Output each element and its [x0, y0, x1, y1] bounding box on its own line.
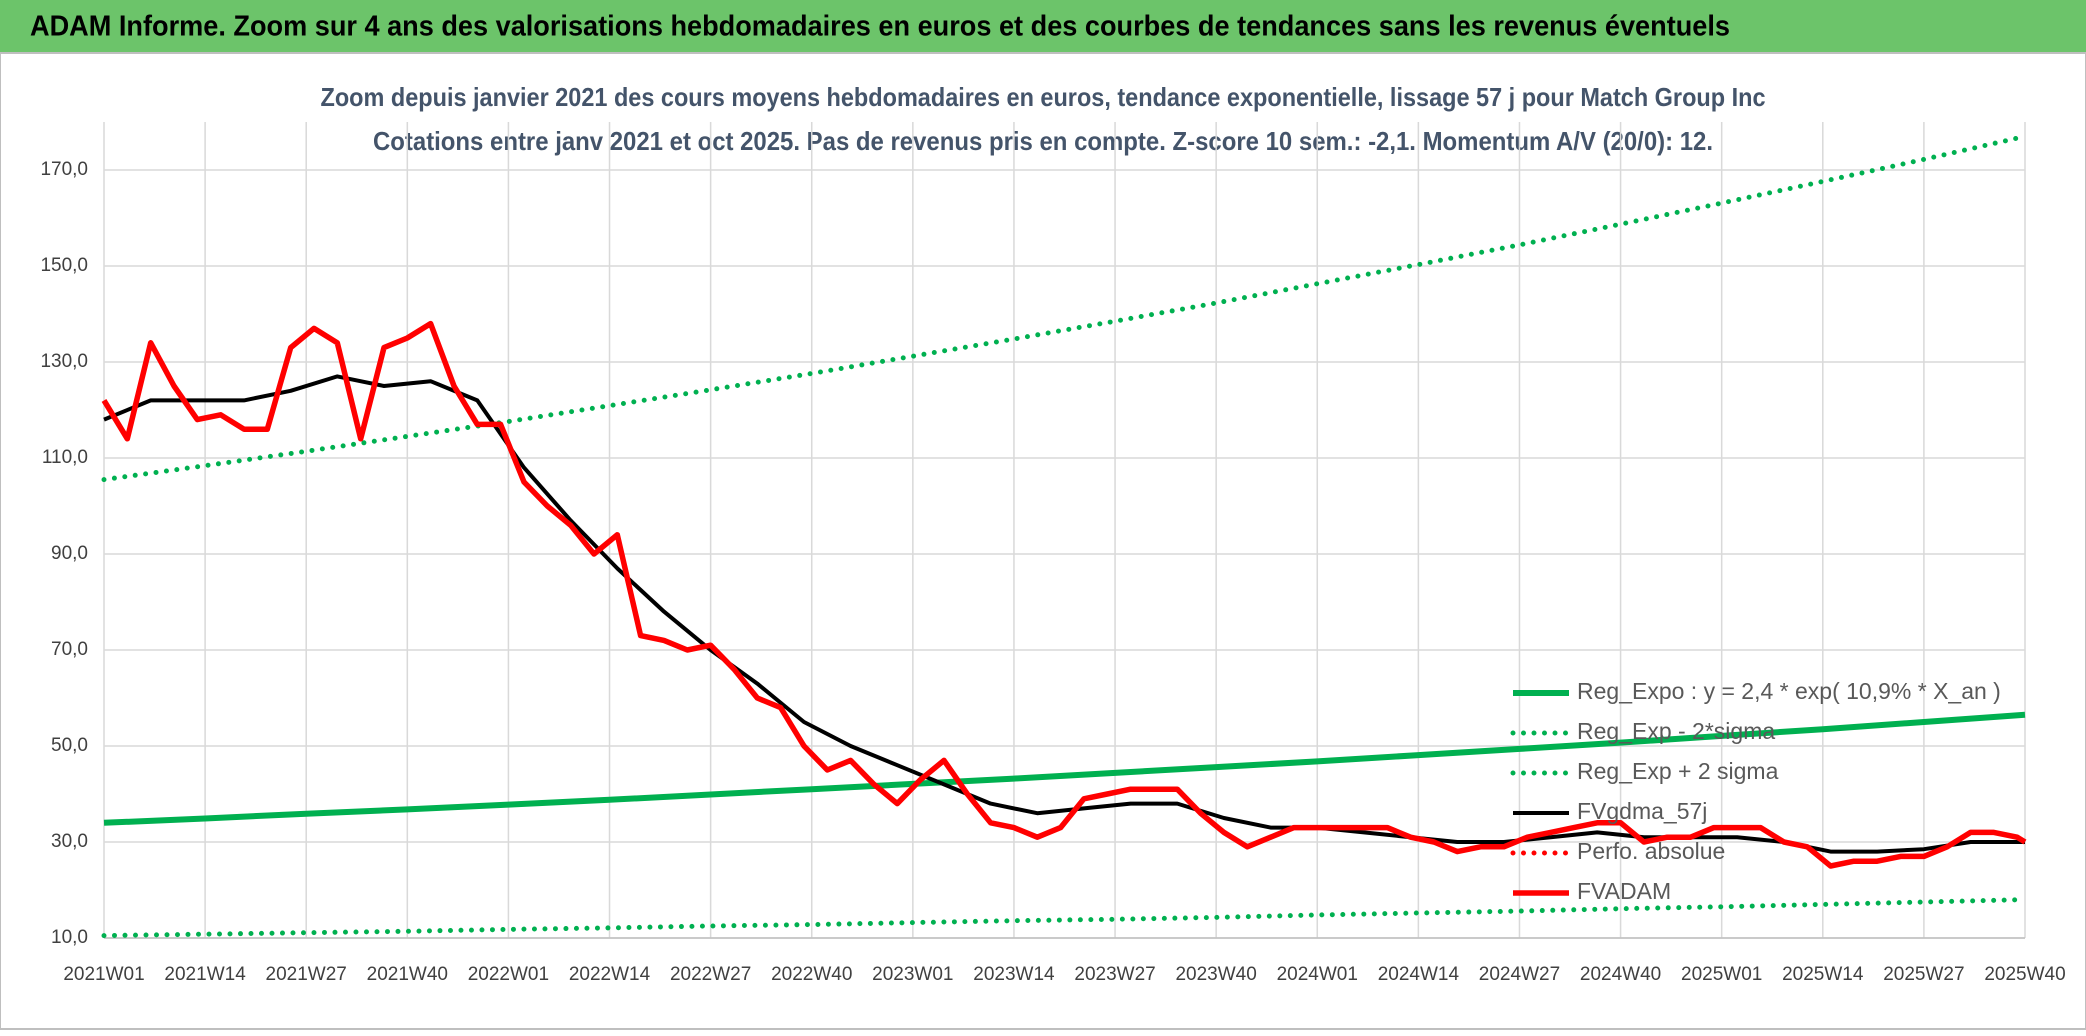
x-tick-label: 2024W27 — [1479, 964, 1560, 985]
series-line — [103, 711, 2026, 826]
chart-frame — [0, 52, 2086, 1030]
x-tick-label: 2022W40 — [771, 964, 852, 985]
x-tick-label: 2025W27 — [1883, 964, 1964, 985]
x-tick-label: 2025W01 — [1681, 964, 1762, 985]
x-tick-label: 2024W40 — [1580, 964, 1661, 985]
y-tick-label: 170,0 — [40, 159, 88, 180]
y-tick-label: 130,0 — [40, 351, 88, 372]
header-title: ADAM Informe. Zoom sur 4 ans des valoris… — [30, 11, 1730, 43]
legend-label: Reg_Exp - 2*sigma — [1577, 718, 1775, 744]
y-tick-label: 50,0 — [51, 735, 88, 756]
x-tick-label: 2021W14 — [164, 964, 246, 985]
legend-label: FVADAM — [1577, 878, 1671, 904]
y-tick-label: 110,0 — [42, 447, 88, 468]
x-tick-label: 2022W27 — [670, 964, 751, 985]
x-tick-label: 2023W14 — [973, 964, 1055, 985]
x-tick-label: 2025W40 — [1984, 964, 2065, 985]
chart-subtitle: Cotations entre janv 2021 et oct 2025. P… — [373, 126, 1713, 156]
header-bar — [0, 0, 2086, 53]
x-tick-label: 2021W40 — [367, 964, 448, 985]
x-tick-label: 2023W01 — [872, 964, 953, 985]
x-tick-label: 2025W14 — [1782, 964, 1864, 985]
x-tick-label: 2021W01 — [63, 964, 144, 985]
legend-label: FVgdma_57j — [1577, 798, 1707, 824]
x-tick-label: 2021W27 — [266, 964, 347, 985]
x-tick-label: 2022W01 — [468, 964, 549, 985]
x-tick-label: 2023W27 — [1074, 964, 1155, 985]
x-tick-label: 2023W40 — [1175, 964, 1256, 985]
y-tick-label: 30,0 — [51, 831, 88, 852]
y-tick-label: 150,0 — [40, 255, 88, 276]
series-line — [103, 374, 2025, 854]
legend-label: Reg_Exp + 2 sigma — [1577, 758, 1779, 784]
x-tick-label: 2024W14 — [1378, 964, 1460, 985]
y-tick-label: 70,0 — [51, 639, 88, 660]
y-tick-label: 10,0 — [51, 927, 88, 948]
x-tick-label: 2024W01 — [1277, 964, 1358, 985]
legend-label: Perfo. absolue — [1577, 838, 1725, 864]
y-tick-label: 90,0 — [51, 543, 88, 564]
legend-label: Reg_Expo : y = 2,4 * exp( 10,9% * X_an ) — [1577, 678, 2001, 704]
series-line — [101, 320, 2027, 869]
chart-title: Zoom depuis janvier 2021 des cours moyen… — [321, 82, 1766, 112]
series-line — [101, 133, 2028, 483]
x-tick-label: 2022W14 — [569, 964, 651, 985]
